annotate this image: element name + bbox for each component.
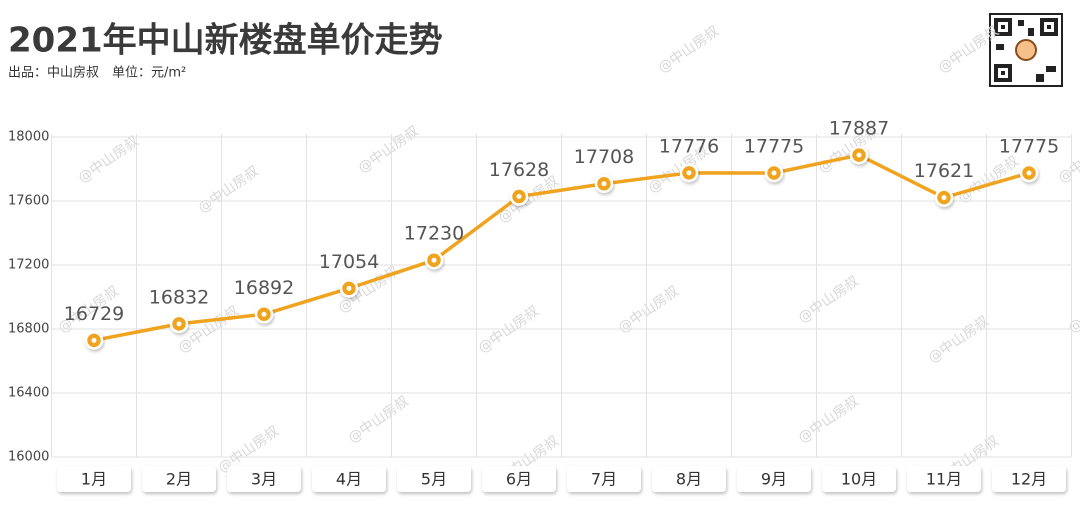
x-label-box: [57, 466, 131, 492]
x-tick-label: 2月: [166, 470, 192, 489]
data-label: 17054: [319, 251, 379, 273]
x-tick-label: 8月: [676, 470, 702, 489]
x-tick-label: 1月: [81, 470, 107, 489]
data-label: 17621: [914, 160, 974, 182]
data-label: 17776: [659, 135, 719, 157]
chart-subtitle: 出品：中山房叔 单位：元/m²: [8, 65, 186, 81]
x-label-box: [312, 466, 386, 492]
x-label-box: [142, 466, 216, 492]
point-center: [261, 311, 267, 317]
watermark: @中山房叔: [925, 313, 992, 366]
line: [93, 153, 1030, 343]
x-tick-label: 6月: [506, 470, 532, 489]
data-label: 17775: [999, 136, 1059, 158]
point-center: [771, 170, 777, 176]
y-tick-label: 17200: [8, 258, 49, 273]
data-label: 17628: [489, 159, 549, 181]
x-label-box: [567, 466, 641, 492]
x-label-box: [822, 466, 896, 492]
x-tick-label: 12月: [1011, 470, 1047, 489]
point-center: [686, 170, 692, 176]
point-center: [516, 194, 522, 200]
x-label-box: [482, 466, 556, 492]
x-tick-label: 11月: [926, 470, 962, 489]
watermark: @中山房叔: [195, 163, 262, 216]
point-center: [1026, 170, 1032, 176]
watermark: @中山房叔: [355, 123, 422, 176]
data-label: 16729: [64, 303, 124, 325]
data-label: 17230: [404, 223, 464, 245]
point-center: [91, 337, 97, 343]
x-label-box: [227, 466, 301, 492]
x-label-box: [737, 466, 811, 492]
watermark: @中山房叔: [475, 303, 542, 356]
point-center: [346, 285, 352, 291]
data-label: 17775: [744, 136, 804, 158]
point-center: [176, 321, 182, 327]
y-tick-label: 16000: [8, 450, 49, 465]
watermark: @中山房叔: [345, 393, 412, 446]
point-center: [431, 257, 437, 263]
point-center: [941, 195, 947, 201]
x-label-box: [907, 466, 981, 492]
point-center: [856, 152, 862, 158]
data-label: 17708: [574, 146, 634, 168]
y-tick-label: 16800: [8, 322, 49, 337]
x-tick-label: 7月: [591, 470, 617, 489]
x-label-box: [652, 466, 726, 492]
x-label-box: [992, 466, 1066, 492]
point-center: [601, 181, 607, 187]
data-label: 16832: [149, 286, 209, 308]
x-label-box: [397, 466, 471, 492]
data-label: 17887: [829, 118, 889, 140]
qr-code: [989, 13, 1063, 87]
x-tick-label: 3月: [251, 470, 277, 489]
chart-title: 2021年中山新楼盘单价走势: [8, 21, 443, 61]
y-tick-label: 16400: [8, 386, 49, 401]
x-tick-label: 10月: [841, 470, 877, 489]
watermark: @中山房叔: [495, 173, 562, 226]
y-tick-label: 17600: [8, 194, 49, 209]
watermark: @中山房叔: [655, 23, 722, 76]
x-tick-label: 4月: [336, 470, 362, 489]
x-tick-label: 5月: [421, 470, 447, 489]
watermark: @中山房叔: [795, 273, 862, 326]
watermark: @中山房叔: [795, 393, 862, 446]
data-label: 16892: [234, 277, 294, 299]
x-tick-label: 9月: [761, 470, 787, 489]
y-tick-label: 18000: [8, 130, 49, 145]
watermark: @中山房叔: [75, 133, 142, 186]
